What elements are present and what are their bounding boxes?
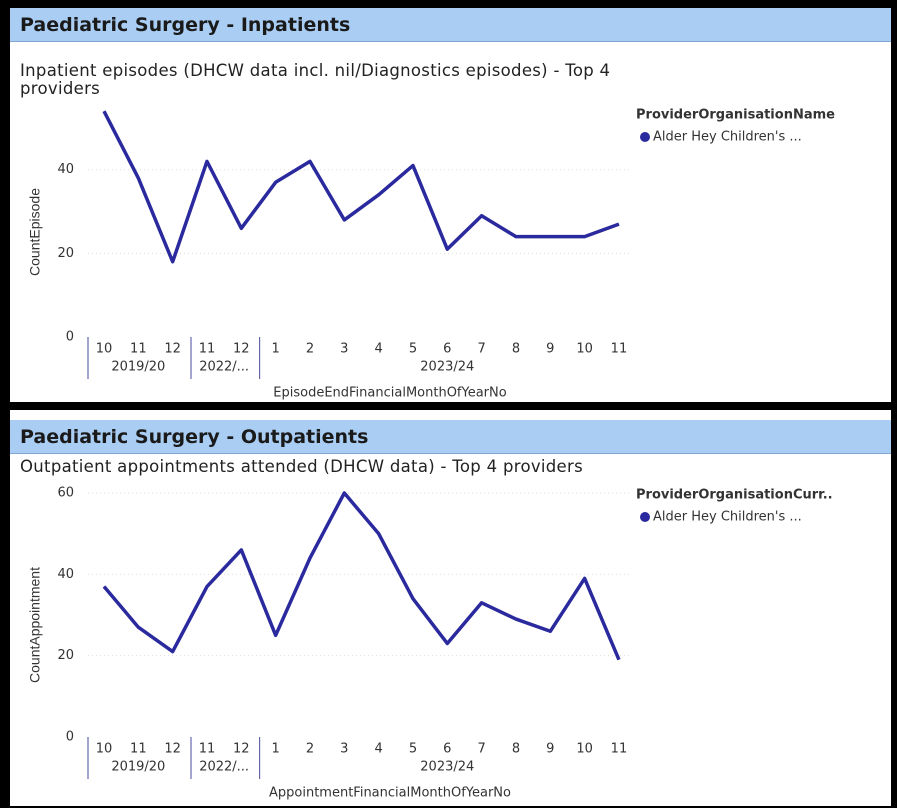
y-tick-label: 20 [57,648,74,663]
x-group-label: 2019/20 [111,760,165,775]
x-tick-label: 11 [199,342,216,357]
x-tick-label: 3 [340,342,348,357]
x-tick-label: 11 [611,342,628,357]
x-tick-label: 10 [576,342,593,357]
x-tick-label: 10 [96,342,113,357]
x-tick-label: 12 [164,342,181,357]
x-tick-label: 4 [374,342,382,357]
x-tick-label: 11 [611,742,628,757]
y-axis-label: CountAppointment [27,567,43,683]
x-tick-label: 8 [512,742,520,757]
x-tick-label: 9 [546,742,554,757]
x-tick-label: 6 [443,742,451,757]
y-tick-label: 40 [57,567,74,582]
y-tick-label: 40 [57,162,74,177]
panel-header: Paediatric Surgery - Outpatients [10,420,891,454]
panel [10,410,891,806]
x-tick-label: 12 [233,342,250,357]
legend-title: ProviderOrganisationName [636,108,835,123]
x-tick-label: 1 [272,742,280,757]
legend-label: Alder Hey Children's ... [653,130,802,145]
x-tick-label: 1 [272,342,280,357]
y-tick-label: 0 [66,330,74,345]
x-tick-label: 11 [130,742,147,757]
x-tick-label: 9 [546,342,554,357]
x-axis-label: AppointmentFinancialMonthOfYearNo [269,786,511,801]
x-tick-label: 6 [443,342,451,357]
legend-title: ProviderOrganisationCurr.. [636,488,833,503]
line-series [102,110,620,264]
y-axis-label: CountEpisode [27,188,43,276]
x-tick-label: 11 [199,742,216,757]
x-tick-label: 7 [477,342,485,357]
legend-marker [640,132,650,142]
x-tick-label: 12 [164,742,181,757]
y-tick-label: 0 [66,730,74,745]
x-tick-label: 5 [409,742,417,757]
x-tick-label: 11 [130,342,147,357]
x-tick-label: 2 [306,342,314,357]
x-tick-label: 2 [306,742,314,757]
x-tick-label: 10 [96,742,113,757]
x-group-label: 2022/... [199,760,249,775]
line-series [102,491,621,661]
x-tick-label: 12 [233,742,250,757]
x-tick-label: 3 [340,742,348,757]
x-tick-label: 10 [576,742,593,757]
panel [10,8,891,402]
chart-title: Inpatient episodes (DHCW data incl. nil/… [20,61,611,98]
x-group-label: 2023/24 [420,760,474,775]
legend-marker [640,512,650,522]
chart-title: Outpatient appointments attended (DHCW d… [20,457,583,476]
x-tick-label: 4 [374,742,382,757]
legend-label: Alder Hey Children's ... [653,510,802,525]
x-axis-label: EpisodeEndFinancialMonthOfYearNo [273,386,506,401]
y-tick-label: 60 [57,486,74,501]
x-group-label: 2019/20 [111,360,165,375]
x-tick-label: 7 [477,742,485,757]
x-group-label: 2022/... [199,360,249,375]
panel-header: Paediatric Surgery - Inpatients [10,8,891,42]
y-tick-label: 20 [57,246,74,261]
x-tick-label: 8 [512,342,520,357]
x-group-label: 2023/24 [420,360,474,375]
x-tick-label: 5 [409,342,417,357]
